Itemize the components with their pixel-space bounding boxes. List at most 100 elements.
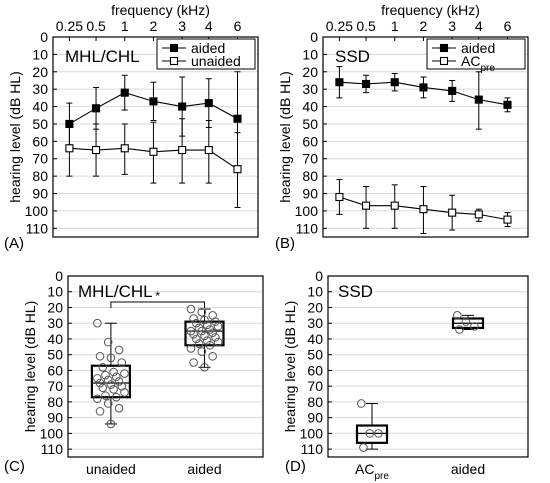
data-point — [103, 375, 113, 385]
data-point — [208, 351, 217, 361]
y-tick-label: 40 — [47, 331, 63, 347]
y-tick-label: 100 — [295, 203, 319, 219]
y-tick-label: 40 — [32, 99, 48, 115]
data-point — [149, 147, 158, 156]
data-point — [103, 399, 113, 408]
y-tick-label: 70 — [47, 378, 63, 394]
data-point — [419, 83, 428, 92]
data-point — [106, 353, 116, 363]
panel-title: SSD — [335, 47, 370, 66]
y-tick-label: 30 — [32, 81, 48, 97]
data-point — [178, 145, 187, 155]
data-point — [202, 320, 212, 330]
data-point — [474, 95, 483, 104]
y-tick-label: 0 — [310, 29, 318, 45]
x-category-label: aided — [187, 461, 221, 477]
legend-label: aided — [461, 40, 495, 56]
y-tick-label: 100 — [40, 425, 64, 441]
data-point — [197, 347, 207, 356]
panel-letter: (C) — [4, 458, 25, 475]
data-point — [120, 388, 129, 397]
data-point — [92, 104, 101, 113]
data-point — [114, 377, 124, 386]
significance-marker: * — [155, 289, 160, 303]
x-tick-label: 2 — [420, 18, 428, 34]
panel-title: SSD — [338, 282, 373, 301]
data-point — [117, 358, 127, 367]
y-tick-label: 100 — [300, 425, 324, 441]
plot-frame — [327, 275, 529, 458]
legend-label: aided — [191, 40, 225, 56]
data-point — [204, 99, 213, 108]
data-point — [103, 337, 113, 347]
data-point — [98, 383, 108, 393]
data-point — [192, 318, 201, 328]
data-point — [149, 97, 158, 106]
y-tick-label: 90 — [307, 410, 323, 426]
data-point — [95, 378, 105, 388]
y-tick-label: 80 — [32, 168, 48, 184]
x-axis-label: frequency (kHz) — [111, 2, 210, 18]
y-tick-label: 110 — [296, 220, 319, 236]
data-point — [93, 394, 102, 404]
significance-bracket — [110, 301, 205, 308]
x-tick-label: 4 — [205, 18, 213, 34]
x-tick-label: 1 — [391, 18, 399, 34]
data-point — [361, 79, 371, 89]
y-tick-label: 10 — [32, 46, 48, 62]
y-tick-label: 40 — [302, 99, 318, 115]
y-tick-label: 70 — [32, 151, 48, 167]
data-point — [120, 144, 129, 153]
data-point — [120, 369, 129, 378]
y-tick-label: 60 — [47, 362, 63, 378]
data-point — [452, 311, 462, 320]
data-point — [112, 372, 121, 382]
y-tick-label: 70 — [302, 151, 318, 167]
data-point — [208, 328, 217, 337]
data-point — [112, 392, 121, 402]
plot-frame — [52, 36, 259, 238]
y-axis-label: hearing level (dB HL) — [282, 301, 298, 433]
data-point — [194, 339, 204, 348]
x-tick-label: 6 — [234, 18, 242, 34]
panel-title: MHL/CHL — [65, 47, 140, 66]
data-point — [335, 192, 344, 202]
data-point — [213, 337, 223, 347]
legend-marker — [439, 43, 449, 53]
y-tick-label: 0 — [315, 268, 323, 284]
y-tick-label: 30 — [307, 315, 323, 331]
y-tick-label: 50 — [47, 347, 63, 363]
data-point — [189, 358, 198, 367]
y-tick-label: 20 — [302, 64, 318, 80]
data-point — [101, 370, 110, 380]
data-point — [189, 314, 198, 323]
data-point — [114, 403, 124, 413]
x-category-label: unaided — [86, 461, 136, 477]
y-tick-label: 30 — [302, 81, 318, 97]
data-point — [361, 201, 371, 210]
data-point — [120, 88, 129, 97]
legend-marker — [439, 56, 449, 66]
box-0 — [355, 399, 389, 452]
y-tick-label: 50 — [32, 116, 48, 132]
data-point — [189, 329, 198, 339]
y-tick-label: 30 — [47, 315, 63, 331]
y-tick-label: 60 — [302, 133, 318, 149]
panel-title: MHL/CHL — [78, 282, 153, 301]
data-point — [448, 208, 457, 217]
data-point — [200, 331, 209, 341]
y-tick-label: 0 — [55, 268, 63, 284]
data-point — [204, 145, 213, 155]
data-point — [390, 201, 399, 210]
y-tick-label: 50 — [307, 347, 323, 363]
x-tick-label: 4 — [475, 18, 483, 34]
data-point — [101, 391, 110, 400]
x-tick-label: 0.5 — [86, 18, 106, 34]
box-1 — [184, 304, 225, 372]
data-point — [106, 380, 116, 389]
y-tick-label: 110 — [26, 220, 49, 236]
